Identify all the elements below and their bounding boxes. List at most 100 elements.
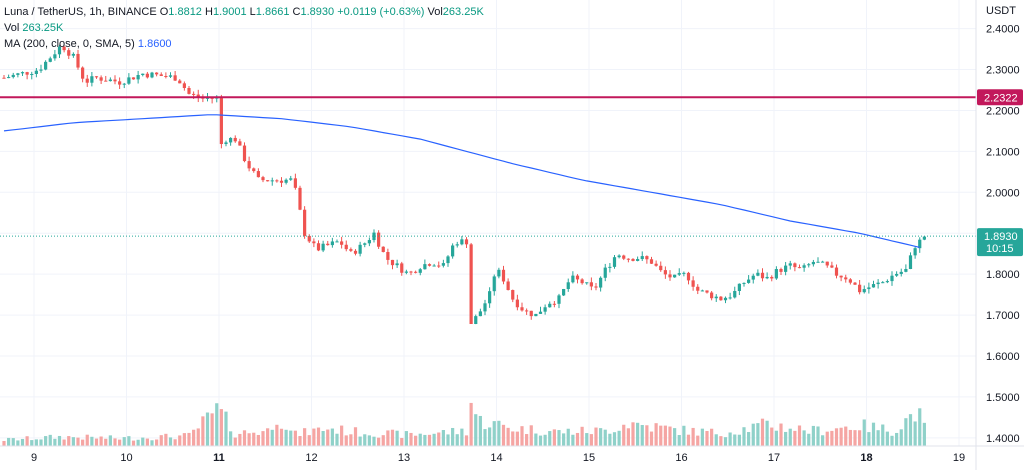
candle-body xyxy=(654,263,658,266)
volume-bar xyxy=(710,428,714,446)
volume-bar xyxy=(81,439,85,446)
volume-bar xyxy=(895,432,899,446)
volume-bar xyxy=(464,435,469,446)
volume-bar xyxy=(386,430,390,446)
candle-body xyxy=(455,244,459,246)
candle-body xyxy=(645,256,649,260)
candle-body xyxy=(81,67,85,79)
candle-body xyxy=(488,291,492,304)
candle-body xyxy=(548,303,552,308)
volume-bar xyxy=(363,434,367,446)
candle-body xyxy=(293,178,297,188)
volume-bar xyxy=(714,434,718,446)
candle-body xyxy=(418,269,422,273)
candle-body xyxy=(890,275,894,282)
volume-bar xyxy=(367,435,371,446)
volume-bar xyxy=(293,430,297,446)
countdown-label: 10:15 xyxy=(986,243,1014,255)
candle-body xyxy=(918,239,922,249)
volume-bar xyxy=(631,422,635,446)
candle-body xyxy=(460,239,464,245)
candle-body xyxy=(469,244,473,325)
volume-bar xyxy=(168,437,173,446)
volume-bar xyxy=(196,428,200,446)
volume-bar xyxy=(127,436,131,446)
volume-bar xyxy=(649,431,654,446)
volume-bar xyxy=(113,438,117,446)
volume-bar xyxy=(608,433,612,446)
volume-bar xyxy=(219,409,223,446)
candle-body xyxy=(594,286,598,288)
volume-bar xyxy=(612,432,617,446)
volume-bar xyxy=(617,430,621,446)
volume-bar xyxy=(2,440,6,446)
candle-body xyxy=(145,73,149,78)
volume-bar xyxy=(16,440,20,446)
change-value: +0.0119 (+0.63%) xyxy=(337,6,425,18)
candle-body xyxy=(252,168,256,172)
volume-bar xyxy=(11,438,15,446)
candle-body xyxy=(275,180,279,182)
candle-body xyxy=(575,275,580,280)
candle-body xyxy=(700,290,704,292)
candle-body xyxy=(247,161,251,169)
candle-body xyxy=(663,270,667,275)
volume-bar xyxy=(20,438,25,446)
candle-body xyxy=(168,75,173,77)
volume-bar xyxy=(131,440,136,446)
volume-bar xyxy=(515,431,519,446)
ma-row: MA (200, close, 0, SMA, 5) 1.8600 xyxy=(4,36,484,52)
volume-bar xyxy=(242,430,247,446)
candle-body xyxy=(497,269,501,277)
candle-body xyxy=(196,94,200,98)
volume-bar xyxy=(756,423,760,446)
candle-body xyxy=(631,258,635,261)
volume-bar xyxy=(48,434,52,446)
symbol-label[interactable]: Luna / TetherUS, 1h, BINANCE xyxy=(4,6,157,18)
currency-label: USDT xyxy=(986,5,1016,17)
ma-indicator-value: 1.8600 xyxy=(137,38,172,50)
volume-bar xyxy=(455,434,459,446)
candle-body xyxy=(612,257,617,267)
candle-body xyxy=(316,243,321,251)
close-key: C xyxy=(292,6,301,18)
candle-body xyxy=(437,265,441,267)
volume-bar xyxy=(164,433,168,446)
candle-body xyxy=(668,274,672,278)
volume-indicator-key[interactable]: Vol xyxy=(4,22,20,34)
candle-body xyxy=(34,70,38,74)
candle-body xyxy=(895,273,899,276)
volume-bar xyxy=(580,426,584,446)
volume-bar xyxy=(529,425,533,446)
candle-body xyxy=(571,275,575,283)
candle-body xyxy=(423,264,427,270)
volume-bar xyxy=(353,427,358,446)
candle-body xyxy=(723,297,728,301)
time-axis[interactable]: 9 10 11 12 13 14 15 16 17 18 19 xyxy=(31,452,965,464)
candle-body xyxy=(705,290,709,293)
volume-bar xyxy=(723,437,728,446)
candle-body xyxy=(141,73,145,76)
candle-body xyxy=(728,297,732,299)
time-tick-label: 12 xyxy=(305,452,317,464)
volume-bar xyxy=(525,434,529,446)
candle-body xyxy=(178,80,182,84)
price-axis[interactable]: 2.40002.30002.20002.10002.00001.90001.80… xyxy=(986,24,1020,445)
volume-bar xyxy=(640,425,644,446)
volume-bar xyxy=(797,425,802,446)
candle-body xyxy=(353,250,358,254)
candle-body xyxy=(566,282,570,290)
candle-body xyxy=(552,303,556,305)
volume-bar xyxy=(155,439,159,446)
candle-body xyxy=(659,265,663,271)
volume-bar xyxy=(53,438,57,446)
candle-body xyxy=(76,53,80,68)
ma-indicator-key[interactable]: MA (200, close, 0, SMA, 5) xyxy=(4,38,135,50)
volume-bar xyxy=(256,434,260,446)
volume-bar xyxy=(238,433,242,446)
candle-body xyxy=(483,303,487,312)
candle-body xyxy=(261,177,265,181)
candle-body xyxy=(617,255,621,258)
candle-body xyxy=(640,256,644,260)
